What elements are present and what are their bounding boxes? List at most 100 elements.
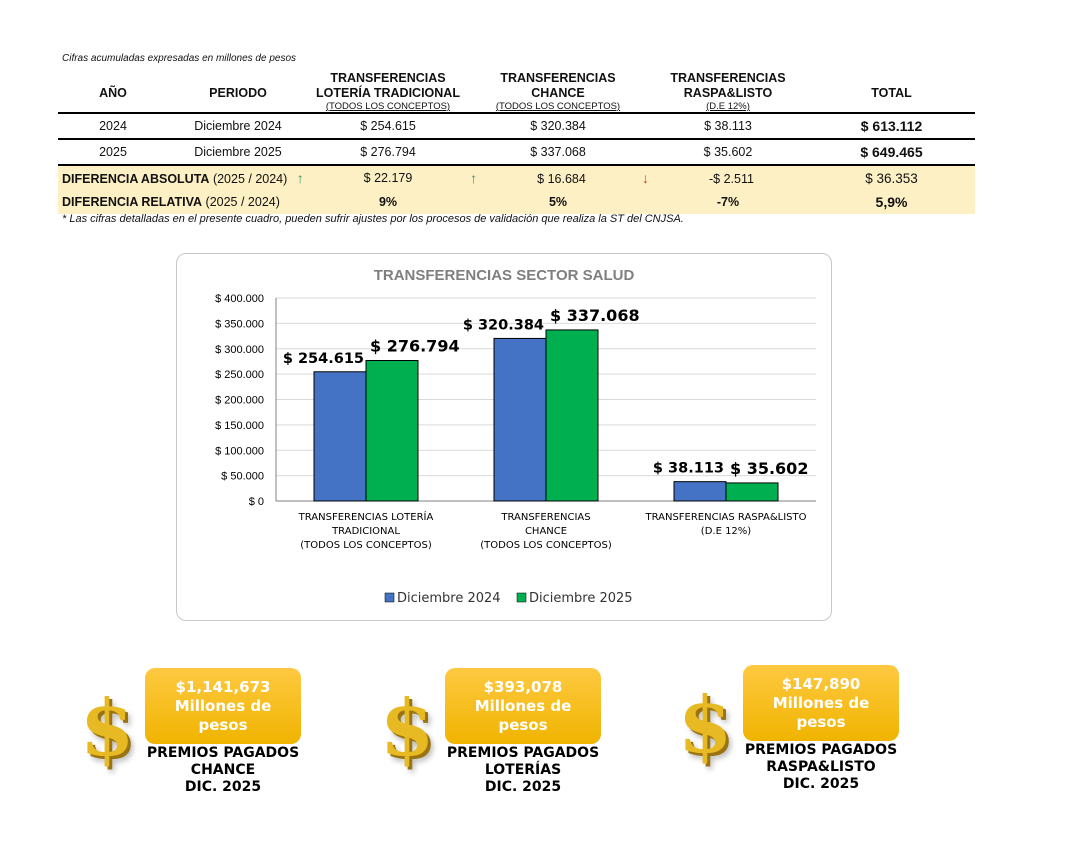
x-tick-label: CHANCE — [525, 526, 567, 537]
cell-year: 2024 — [99, 119, 127, 133]
dollar-sign-icon: $ — [380, 683, 435, 774]
prize-amount: $1,141,673 — [175, 677, 271, 696]
x-tick-label: TRANSFERENCIAS — [500, 512, 590, 523]
units-note: Cifras acumuladas expresadas en millones… — [62, 53, 297, 64]
x-tick-label: TRADICIONAL — [331, 526, 400, 537]
cell-raspa: ↓ -$ 2.511 — [642, 165, 808, 190]
absolute-diff-row: DIFERENCIA ABSOLUTA (2025 / 2024) ↑ $ 22… — [58, 165, 975, 190]
bar — [545, 329, 599, 502]
cell-chance: 5% — [468, 190, 648, 214]
y-tick-label: $ 400.000 — [215, 293, 264, 305]
y-tick-label: $ 0 — [249, 496, 264, 508]
bar — [493, 337, 547, 502]
cell-loteria: $ 254.615 — [360, 119, 416, 133]
caption-line: CHANCE — [190, 762, 256, 778]
rel-label: DIFERENCIA RELATIVA (2025 / 2024) — [58, 190, 308, 214]
y-tick-label: $ 50.000 — [221, 471, 264, 483]
cell-period: Diciembre 2025 — [194, 145, 282, 159]
cell-total: $ 36.353 — [808, 165, 975, 190]
x-tick-label: (TODOS LOS CONCEPTOS) — [300, 540, 432, 551]
chart-title: TRANSFERENCIAS SECTOR SALUD — [374, 267, 635, 284]
prize-unit: Millones de pesos — [174, 696, 272, 734]
cell-total: 5,9% — [808, 190, 975, 214]
data-label: $ 254.615 — [283, 351, 364, 367]
x-tick-label: TRANSFERENCIAS LOTERÍA — [298, 510, 434, 523]
col-year: AÑO — [99, 86, 127, 100]
col-raspa: TRANSFERENCIAS RASPA&LISTO (D.E 12%) — [670, 71, 786, 112]
bar-chart: TRANSFERENCIAS SECTOR SALUD $ 0 $ 50.000 $ … — [176, 253, 832, 621]
data-label: $ 320.384 — [463, 317, 544, 333]
bar — [365, 360, 419, 502]
y-tick-label: $ 100.000 — [215, 445, 264, 457]
table-header: AÑO PERIODO TRANSFERENCIAS LOTERÍA TRADI… — [58, 68, 975, 113]
caption-line: LOTERÍAS — [484, 762, 562, 778]
y-tick-label: $ 350.000 — [215, 318, 264, 330]
prize-unit: Millones de pesos — [474, 696, 572, 734]
y-tick-label: $ 200.000 — [215, 395, 264, 407]
prize-caption: PREMIOS PAGADOS CHANCE DIC. 2025 — [123, 745, 323, 796]
col-total: TOTAL — [871, 86, 912, 100]
x-tick-label: (TODOS LOS CONCEPTOS) — [480, 540, 612, 551]
x-tick-label: (D.E 12%) — [701, 526, 752, 537]
cell-chance: $ 337.068 — [530, 145, 586, 159]
y-tick-label: $ 150.000 — [215, 420, 264, 432]
table-row: 2025 Diciembre 2025 $ 276.794 $ 337.068 … — [58, 139, 975, 165]
prize-caption: PREMIOS PAGADOS RASPA&LISTO DIC. 2025 — [721, 742, 921, 793]
cell-total: $ 649.465 — [860, 144, 923, 160]
col-chance: TRANSFERENCIAS CHANCE (TODOS LOS CONCEPTO… — [495, 71, 621, 112]
table-row: 2024 Diciembre 2024 $ 254.615 $ 320.384 … — [58, 113, 975, 139]
chart-svg: TRANSFERENCIAS SECTOR SALUD $ 0 $ 50.000 $ … — [215, 267, 816, 606]
relative-diff-row: DIFERENCIA RELATIVA (2025 / 2024) 9% 5% … — [58, 190, 975, 214]
caption-line: DIC. 2025 — [484, 779, 562, 795]
cell-chance: $ 320.384 — [530, 119, 586, 133]
caption-line: DIC. 2025 — [184, 779, 262, 795]
cell-total: $ 613.112 — [860, 118, 923, 134]
prize-card: $147,890 Millones de pesos — [743, 665, 899, 741]
prize-card: $393,078 Millones de pesos — [445, 668, 601, 744]
col-period: PERIODO — [209, 86, 267, 100]
legend-swatch — [384, 592, 395, 603]
cell-raspa: $ 38.113 — [704, 119, 752, 133]
caption-line: PREMIOS PAGADOS — [146, 745, 300, 761]
cell-loteria: $ 22.179 — [308, 165, 468, 190]
data-label: $ 337.068 — [550, 306, 640, 325]
prize-card: $1,141,673 Millones de pesos — [145, 668, 301, 744]
cell-chance: ↑ $ 16.684 — [468, 165, 648, 190]
prize-amount: $393,078 — [483, 677, 563, 696]
data-label: $ 276.794 — [370, 337, 460, 356]
data-label: $ 35.602 — [730, 459, 808, 478]
caption-line: PREMIOS PAGADOS — [446, 745, 600, 761]
caption-line: RASPA&LISTO — [766, 759, 876, 775]
x-tick-label: TRANSFERENCIAS RASPA&LISTO — [644, 512, 806, 523]
prize-caption: PREMIOS PAGADOS LOTERÍAS DIC. 2025 — [423, 745, 623, 796]
cell-raspa: -7% — [648, 190, 808, 214]
arrow-down-icon: ↓ — [642, 170, 650, 186]
cell-loteria: $ 276.794 — [360, 145, 416, 159]
dollar-sign-icon: $ — [80, 683, 135, 774]
legend-swatch — [516, 592, 527, 603]
legend-label: Diciembre 2024 — [397, 591, 501, 606]
cell-period: Diciembre 2024 — [194, 119, 282, 133]
y-tick-label: $ 300.000 — [215, 344, 264, 356]
bar — [673, 481, 727, 502]
transfers-table: AÑO PERIODO TRANSFERENCIAS LOTERÍA TRADI… — [58, 68, 975, 214]
prize-amount: $147,890 — [781, 674, 861, 693]
data-label: $ 38.113 — [653, 461, 724, 477]
legend-label: Diciembre 2025 — [529, 591, 633, 606]
abs-label: DIFERENCIA ABSOLUTA (2025 / 2024) ↑ — [58, 165, 308, 190]
cell-raspa: $ 35.602 — [703, 145, 753, 159]
footnote: * Las cifras detalladas en el presente c… — [62, 213, 684, 225]
arrow-up-icon: ↑ — [470, 170, 478, 186]
bar — [313, 371, 367, 502]
prize-unit: Millones de pesos — [772, 693, 870, 731]
cell-year: 2025 — [99, 145, 127, 159]
col-loteria: TRANSFERENCIAS LOTERÍA TRADICIONAL (TODOS… — [316, 71, 460, 112]
arrow-up-icon: ↑ — [296, 170, 304, 186]
cell-loteria: 9% — [308, 190, 468, 214]
caption-line: DIC. 2025 — [782, 776, 860, 792]
caption-line: PREMIOS PAGADOS — [744, 742, 898, 758]
y-tick-label: $ 250.000 — [215, 369, 264, 381]
bar — [725, 482, 779, 502]
dollar-sign-icon: $ — [678, 680, 733, 771]
